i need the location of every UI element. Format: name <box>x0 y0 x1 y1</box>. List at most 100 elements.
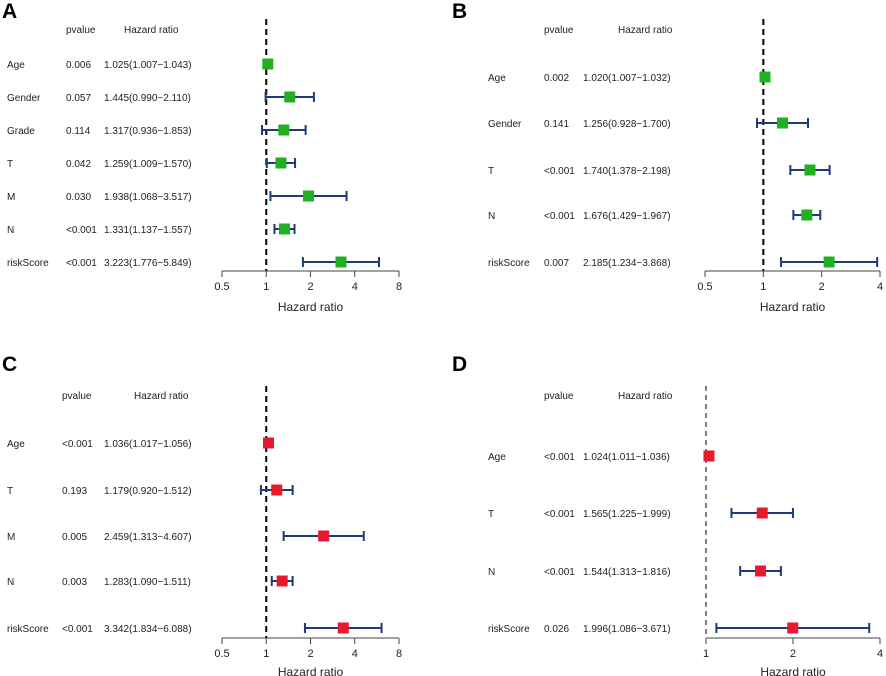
variable-label: M <box>7 532 15 543</box>
variable-label: T <box>7 486 13 497</box>
panel-c-header-hazard-ratio: Hazard ratio <box>134 391 189 402</box>
hazard-ratio-marker <box>278 124 290 136</box>
hazard-ratio-text: 1.259(1.009−1.570) <box>104 159 192 170</box>
panel-d-x-tick-label: 1 <box>703 648 709 660</box>
panel-d-x-tick-label: 4 <box>877 648 883 660</box>
hazard-ratio-text: 1.256(0.928−1.700) <box>583 119 671 130</box>
pvalue-value: 0.003 <box>62 577 87 588</box>
panel-a-row-grade: Grade 0.114 1.317(0.936−1.853) <box>7 124 307 137</box>
panel-c-row-riskscore: riskScore <0.001 3.342(1.834−6.088) <box>7 622 383 635</box>
panel-d-header-pvalue: pvalue <box>544 391 574 402</box>
hazard-ratio-text: 1.996(1.086−3.671) <box>583 624 671 635</box>
pvalue-value: 0.030 <box>66 192 91 203</box>
panel-b-x-tick-label: 2 <box>819 281 825 293</box>
panel-a-x-tick-label: 1 <box>263 281 269 293</box>
hazard-ratio-marker <box>271 484 283 496</box>
panel-d-x-axis-title: Hazard ratio <box>760 665 826 676</box>
panel-c-row-m: M 0.005 2.459(1.313−4.607) <box>7 530 365 543</box>
variable-label: Age <box>7 60 25 71</box>
panel-c-x-tick-label: 1 <box>263 648 269 660</box>
hazard-ratio-marker <box>318 530 330 542</box>
panel-d-row-riskscore: riskScore 0.026 1.996(1.086−3.671) <box>488 622 871 635</box>
panel-b-row-t: T <0.001 1.740(1.378−2.198) <box>488 164 831 177</box>
hazard-ratio-text: 1.938(1.068−3.517) <box>104 192 192 203</box>
panel-d-header-hazard-ratio: Hazard ratio <box>618 391 673 402</box>
pvalue-value: 0.193 <box>62 486 87 497</box>
pvalue-value: 0.005 <box>62 532 87 543</box>
hazard-ratio-text: 1.020(1.007−1.032) <box>583 73 671 84</box>
hazard-ratio-text: 1.544(1.313−1.816) <box>583 567 671 578</box>
hazard-ratio-marker <box>759 71 771 83</box>
hazard-ratio-marker <box>279 223 291 235</box>
variable-label: T <box>488 509 494 520</box>
panel-c-letter: C <box>2 353 17 376</box>
hazard-ratio-text: 3.342(1.834−6.088) <box>104 624 192 635</box>
pvalue-value: <0.001 <box>544 509 575 520</box>
pvalue-value: <0.001 <box>62 624 93 635</box>
pvalue-value: 0.006 <box>66 60 91 71</box>
variable-label: Grade <box>7 126 35 137</box>
panel-a-row-riskscore: riskScore <0.001 3.223(1.776−5.849) <box>7 256 381 269</box>
hazard-ratio-text: 1.283(1.090−1.511) <box>104 577 191 588</box>
panel-a-row-gender: Gender 0.057 1.445(0.990−2.110) <box>7 91 315 104</box>
panel-b-row-riskscore: riskScore 0.007 2.185(1.234−3.868) <box>488 256 879 269</box>
variable-label: T <box>7 159 13 170</box>
pvalue-value: <0.001 <box>544 452 575 463</box>
panel-b-x-tick-label: 0.5 <box>697 281 712 293</box>
variable-label: riskScore <box>488 624 530 635</box>
panel-b-row-age: Age 0.002 1.020(1.007−1.032) <box>488 71 771 84</box>
hazard-ratio-text: 2.459(1.313−4.607) <box>104 532 192 543</box>
panel-a-row-t: T 0.042 1.259(1.009−1.570) <box>7 157 297 170</box>
panel-b-x-tick-label: 1 <box>760 281 766 293</box>
variable-label: T <box>488 166 494 177</box>
hazard-ratio-text: 3.223(1.776−5.849) <box>104 258 192 269</box>
panel-d-row-n: N <0.001 1.544(1.313−1.816) <box>488 565 782 578</box>
panel-d-letter: D <box>452 353 467 376</box>
pvalue-value: <0.001 <box>66 225 97 236</box>
variable-label: Gender <box>488 119 522 130</box>
hazard-ratio-marker <box>755 565 767 577</box>
panel-a-x-tick-label: 0.5 <box>214 281 229 293</box>
hazard-ratio-marker <box>262 58 274 70</box>
variable-label: riskScore <box>7 258 49 269</box>
pvalue-value: <0.001 <box>62 439 93 450</box>
variable-label: riskScore <box>488 258 530 269</box>
hazard-ratio-marker <box>284 91 296 103</box>
panel-a-x-tick-label: 2 <box>307 281 313 293</box>
hazard-ratio-text: 1.036(1.017−1.056) <box>104 439 192 450</box>
panel-a-row-m: M 0.030 1.938(1.068−3.517) <box>7 190 348 203</box>
pvalue-value: 0.141 <box>544 119 569 130</box>
panel-d-row-t: T <0.001 1.565(1.225−1.999) <box>488 507 794 520</box>
pvalue-value: 0.057 <box>66 93 91 104</box>
panel-b-row-gender: Gender 0.141 1.256(0.928−1.700) <box>488 117 809 130</box>
pvalue-value: 0.007 <box>544 258 569 269</box>
panel-c-header-pvalue: pvalue <box>62 391 92 402</box>
variable-label: Age <box>488 73 506 84</box>
panel-b-x-axis-title: Hazard ratio <box>760 300 826 314</box>
variable-label: N <box>7 225 14 236</box>
panel-d-row-age: Age <0.001 1.024(1.011−1.036) <box>488 450 715 463</box>
panel-a-header-pvalue: pvalue <box>66 25 96 36</box>
panel-c-x-tick-label: 8 <box>396 648 402 660</box>
hazard-ratio-text: 2.185(1.234−3.868) <box>583 258 671 269</box>
hazard-ratio-marker <box>275 157 287 169</box>
panel-c-x-tick-label: 0.5 <box>214 648 229 660</box>
hazard-ratio-marker <box>703 450 715 462</box>
panel-b-row-n: N <0.001 1.676(1.429−1.967) <box>488 209 822 222</box>
hazard-ratio-marker <box>777 117 789 129</box>
panel-a-x-tick-label: 8 <box>396 281 402 293</box>
hazard-ratio-marker <box>804 164 816 176</box>
panel-c-row-age: Age <0.001 1.036(1.017−1.056) <box>7 437 275 450</box>
hazard-ratio-text: 1.676(1.429−1.967) <box>583 211 671 222</box>
panel-a-row-age: Age 0.006 1.025(1.007−1.043) <box>7 58 274 71</box>
hazard-ratio-marker <box>787 622 799 634</box>
hazard-ratio-text: 1.565(1.225−1.999) <box>583 509 671 520</box>
panel-c-x-tick-label: 4 <box>352 648 358 660</box>
panel-a-row-n: N <0.001 1.331(1.137−1.557) <box>7 223 296 236</box>
variable-label: M <box>7 192 15 203</box>
panel-c-row-n: N 0.003 1.283(1.090−1.511) <box>7 575 294 588</box>
